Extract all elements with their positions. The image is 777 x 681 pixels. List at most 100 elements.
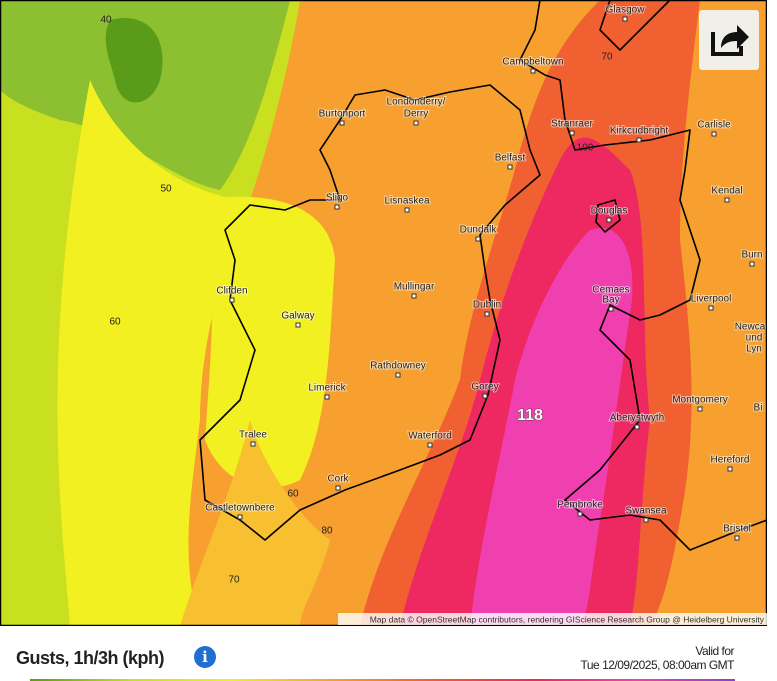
place-label: Galway [281, 311, 314, 322]
contour-label: 80 [321, 526, 333, 537]
place-marker [334, 204, 340, 210]
legend-title: Gusts, 1h/3h (kph) [16, 648, 165, 668]
place-label: Bi [754, 403, 763, 414]
attribution: Map data © OpenStreetMap contributors, r… [370, 614, 765, 624]
place-label: Campbeltown [502, 57, 563, 68]
place-label: Clifden [216, 286, 247, 297]
place-marker [237, 514, 243, 520]
place-label: Pembroke [557, 500, 603, 511]
place-label: Kendal [711, 186, 742, 197]
field [105, 18, 163, 103]
place-marker [634, 424, 640, 430]
place-marker [484, 311, 490, 317]
place-label: Tralee [239, 430, 267, 441]
place-marker [530, 68, 536, 74]
contour-label: 70 [228, 575, 240, 586]
map: Glasgow Campbeltown Carlisle Stranraer Kirkc… [0, 0, 767, 626]
place-marker [697, 406, 703, 412]
coastline [199, 84, 541, 541]
place-label: Cork [327, 474, 349, 485]
valid-label: Valid for [695, 644, 734, 658]
place-marker [708, 305, 714, 311]
place-label: Limerick [308, 383, 346, 394]
place-marker [606, 217, 612, 223]
place-label: Castletownbere [205, 503, 275, 514]
place-label: Lyn [746, 344, 762, 355]
place-label: Dundalk [460, 225, 498, 236]
contour-label: 100 [577, 143, 594, 154]
field [180, 420, 330, 626]
place-marker [335, 485, 341, 491]
contour-label: 50 [160, 184, 172, 195]
field [470, 228, 633, 626]
place-label: Lisnaskea [384, 196, 429, 207]
contour-label: 60 [287, 489, 299, 500]
contour-label: 60 [109, 317, 121, 328]
place-marker [577, 511, 583, 517]
place-label: Londonderry/ [387, 97, 446, 108]
place-marker [404, 207, 410, 213]
place-label: Belfast [495, 153, 526, 164]
place-marker [711, 131, 717, 137]
map-border [0, 0, 767, 626]
place-label: Bay [602, 295, 619, 306]
place-marker [339, 120, 345, 126]
place-label: Liverpool [691, 294, 732, 305]
place-marker [295, 322, 301, 328]
field [57, 80, 240, 626]
place-marker [482, 393, 488, 399]
place-marker [475, 236, 481, 242]
place-marker [734, 535, 740, 541]
contour-label: 70 [601, 52, 613, 63]
place-label: Montgomery [672, 395, 728, 406]
place-marker [411, 293, 417, 299]
place-marker [427, 442, 433, 448]
place-label: Hereford [711, 455, 750, 466]
place-marker [727, 466, 733, 472]
valid-time: Valid for Tue 12/09/2025, 08:00am GMT [581, 644, 735, 672]
place-marker [569, 130, 575, 136]
place-label: Burtonport [319, 109, 366, 120]
place-label: Stranraer [551, 119, 593, 130]
place-label: Dublin [473, 300, 501, 311]
valid-time-value: Tue 12/09/2025, 08:00am GMT [580, 658, 735, 672]
place-label: Waterford [408, 431, 452, 442]
place-marker [724, 197, 730, 203]
place-label: Gorey [471, 382, 498, 393]
place-label: Sligo [326, 193, 349, 204]
place-label: Kirkcudbright [610, 126, 669, 137]
coastline [519, 0, 767, 551]
place-marker [324, 394, 330, 400]
place-label: Bristol [723, 524, 751, 535]
place-marker [622, 16, 628, 22]
place-label: Douglas [591, 206, 628, 217]
share-icon [711, 25, 749, 56]
place-marker [749, 261, 755, 267]
place-marker [608, 306, 614, 312]
place-marker [507, 164, 513, 170]
place-marker [636, 137, 642, 143]
place-marker [395, 372, 401, 378]
place-marker [250, 441, 256, 447]
color-scale [30, 679, 735, 681]
contour-label: 118 [517, 407, 543, 424]
place-label: Cemaes [592, 285, 629, 296]
coastline [595, 199, 621, 233]
place-label: Aberystwyth [610, 413, 664, 424]
place-label: Rathdowney [370, 361, 426, 372]
place-marker [413, 120, 419, 126]
place-marker [643, 517, 649, 523]
place-label: Mullingar [394, 282, 435, 293]
place-label: Newca [735, 322, 766, 333]
info-button[interactable]: i [194, 646, 216, 668]
attribution-bg [338, 613, 767, 625]
place-label: und [746, 333, 763, 344]
place-label: Derry [404, 109, 428, 120]
contour-label: 40 [100, 15, 112, 26]
share-button[interactable] [699, 10, 759, 70]
place-label: Swansea [625, 506, 667, 517]
coastline [599, 0, 671, 51]
place-label: Carlisle [697, 120, 731, 131]
place-label: Burn [741, 250, 762, 261]
